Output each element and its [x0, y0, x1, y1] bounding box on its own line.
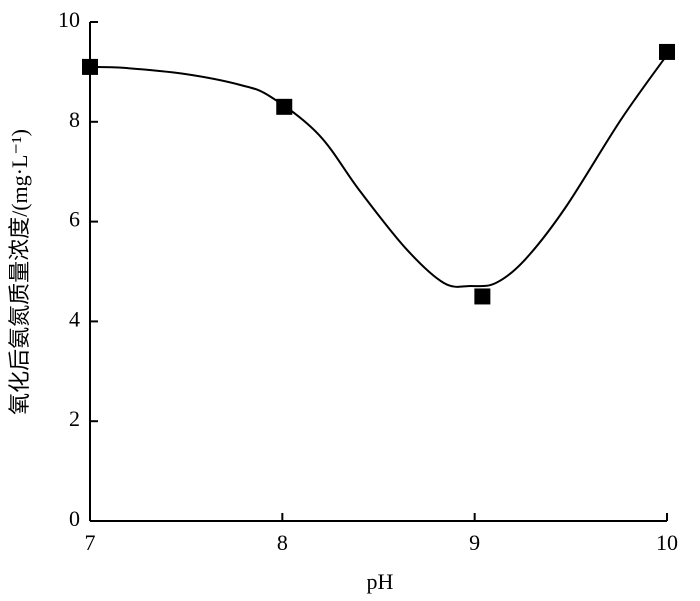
x-tick-label: 8: [277, 530, 288, 555]
fit-line: [89, 54, 668, 288]
y-tick-label: 2: [69, 406, 80, 431]
data-point: [82, 58, 98, 75]
x-tick-label: 9: [469, 530, 480, 555]
data-point: [659, 43, 675, 60]
y-tick-label: 4: [69, 306, 80, 331]
data-point: [474, 288, 491, 305]
y-tick-label: 0: [69, 506, 80, 531]
x-tick-label: 10: [656, 530, 678, 555]
y-tick-label: 8: [69, 107, 80, 132]
x-axis-label: pH: [367, 569, 394, 594]
data-point: [276, 98, 293, 115]
y-tick-label: 10: [58, 7, 80, 32]
y-tick-label: 6: [69, 207, 80, 232]
y-axis-label: 氧化后氨氮质量浓度/(mg·L⁻¹): [7, 129, 32, 415]
x-tick-label: 7: [85, 530, 96, 555]
